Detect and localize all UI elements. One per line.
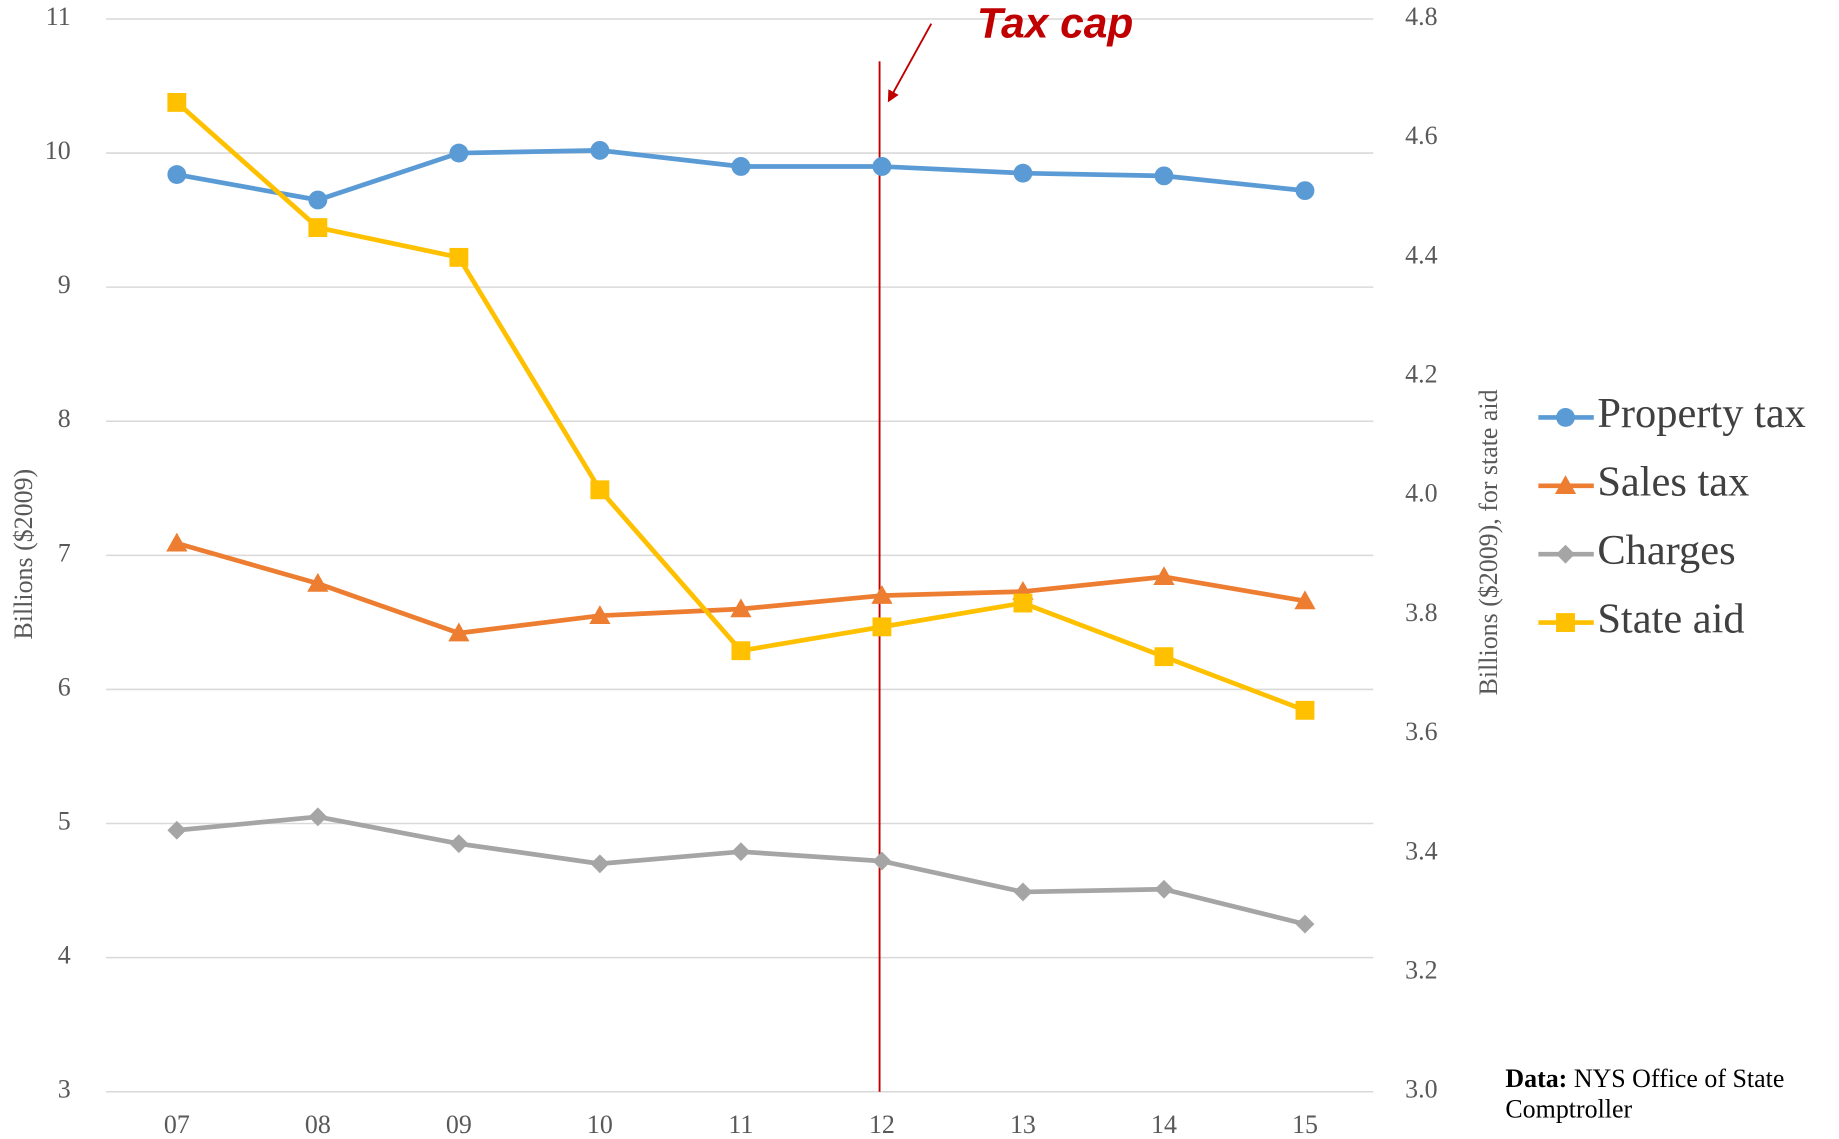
source-box: Data: NYS Office of State Comptroller bbox=[1505, 1063, 1800, 1124]
point bbox=[871, 584, 893, 604]
point bbox=[1295, 914, 1315, 934]
point bbox=[1154, 879, 1174, 899]
point bbox=[449, 834, 469, 854]
point bbox=[590, 480, 610, 500]
point bbox=[590, 140, 610, 160]
y-tick-label: 3 bbox=[58, 1075, 71, 1104]
point bbox=[1013, 882, 1033, 902]
point bbox=[1154, 166, 1174, 186]
y-tick-label: 5 bbox=[58, 806, 71, 835]
point bbox=[589, 605, 611, 624]
x-tick-label: 09 bbox=[446, 1110, 472, 1139]
point bbox=[731, 157, 751, 176]
x-tick-label: 13 bbox=[1010, 1110, 1036, 1139]
point bbox=[167, 820, 187, 840]
point bbox=[1556, 407, 1575, 427]
y-tick-label: 9 bbox=[58, 270, 71, 299]
y-tick-label: 11 bbox=[46, 2, 71, 31]
y2-tick-label: 4.4 bbox=[1405, 240, 1437, 269]
x-tick-label: 14 bbox=[1151, 1110, 1177, 1139]
legend-text: State aid bbox=[1597, 595, 1744, 642]
source-label: Data: bbox=[1505, 1063, 1568, 1093]
point bbox=[731, 641, 751, 661]
point bbox=[1554, 475, 1577, 495]
y-tick-label: 6 bbox=[58, 672, 71, 701]
x-tick-label: 10 bbox=[587, 1110, 613, 1139]
point bbox=[1295, 181, 1315, 201]
point bbox=[730, 598, 752, 618]
point bbox=[167, 92, 187, 112]
x-tick-label: 07 bbox=[164, 1110, 190, 1139]
point bbox=[1556, 613, 1575, 632]
y2-tick-label: 4.8 bbox=[1405, 2, 1437, 31]
y2-tick-label: 4.2 bbox=[1405, 360, 1437, 389]
point bbox=[1295, 700, 1315, 720]
point bbox=[1013, 163, 1033, 183]
point bbox=[449, 143, 469, 163]
y-tick-label: 7 bbox=[58, 538, 71, 567]
series-line bbox=[175, 100, 1306, 713]
tax-cap-arrow bbox=[887, 23, 933, 103]
series-line bbox=[176, 814, 1306, 927]
legend-text: Charges bbox=[1597, 527, 1735, 574]
y2-tick-label: 3.8 bbox=[1405, 598, 1437, 627]
source: Data: NYS Office of State Comptroller bbox=[1505, 1063, 1800, 1124]
point bbox=[1013, 593, 1033, 613]
point bbox=[167, 165, 187, 184]
x-tick-label: 11 bbox=[728, 1110, 753, 1139]
point bbox=[1294, 590, 1316, 610]
point bbox=[872, 617, 892, 637]
point bbox=[308, 218, 328, 237]
point bbox=[448, 622, 470, 642]
y2-axis-label: Billions ($2009), for state aid bbox=[1474, 389, 1503, 695]
point bbox=[1154, 647, 1174, 667]
y2-tick-label: 3.6 bbox=[1405, 717, 1437, 746]
point bbox=[1153, 566, 1175, 586]
tax-cap-label: Tax cap bbox=[977, 0, 1133, 46]
point bbox=[590, 854, 610, 874]
x-tick-label: 08 bbox=[305, 1110, 331, 1139]
point bbox=[166, 532, 188, 552]
point bbox=[1556, 544, 1575, 564]
x-tick-label: 12 bbox=[869, 1110, 895, 1139]
x-tick-label: 15 bbox=[1292, 1110, 1318, 1139]
y-axis-label: Billions ($2009) bbox=[9, 469, 38, 640]
series-line bbox=[176, 541, 1306, 636]
point bbox=[872, 157, 892, 176]
point bbox=[731, 842, 751, 862]
source-text: NYS Office of State Comptroller bbox=[1505, 1063, 1785, 1124]
point bbox=[308, 807, 328, 827]
y-tick-label: 10 bbox=[45, 136, 71, 165]
y2-tick-label: 3.4 bbox=[1405, 836, 1437, 865]
y2-tick-label: 3.2 bbox=[1405, 955, 1437, 984]
y-tick-label: 8 bbox=[58, 404, 71, 433]
y2-tick-label: 4.6 bbox=[1405, 121, 1437, 150]
point bbox=[307, 572, 329, 592]
y-tick-label: 4 bbox=[58, 941, 71, 970]
point bbox=[449, 247, 469, 267]
y2-tick-label: 4.0 bbox=[1405, 479, 1437, 508]
point bbox=[308, 190, 328, 210]
legend-text: Property tax bbox=[1597, 390, 1806, 437]
point bbox=[872, 851, 892, 871]
legend-text: Sales tax bbox=[1597, 459, 1749, 506]
y2-tick-label: 3.0 bbox=[1405, 1075, 1437, 1104]
